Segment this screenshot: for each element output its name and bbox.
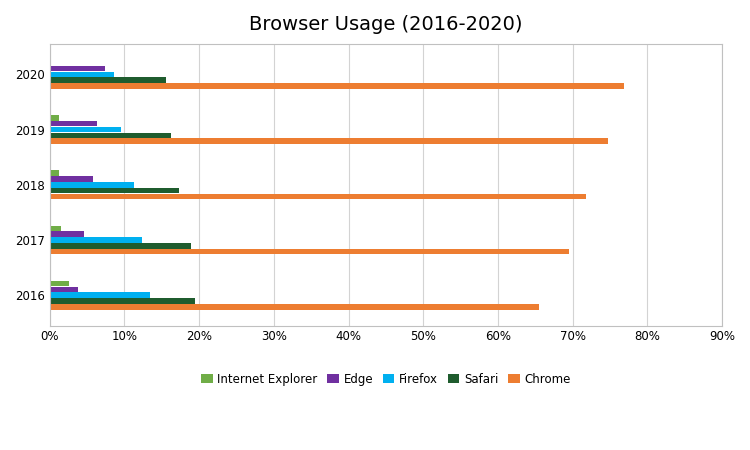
Bar [50, 127, 122, 132]
Bar [50, 304, 539, 310]
Bar [50, 243, 191, 248]
Bar [50, 72, 114, 77]
Bar [50, 194, 586, 199]
Bar [50, 249, 568, 254]
Bar [50, 182, 134, 188]
Bar [50, 138, 608, 144]
Bar [50, 188, 179, 194]
Bar [50, 298, 196, 304]
Bar [50, 237, 142, 243]
Title: Browser Usage (2016-2020): Browser Usage (2016-2020) [249, 15, 523, 34]
Bar [50, 66, 105, 71]
Bar [50, 83, 624, 89]
Bar [50, 281, 69, 286]
Bar [50, 115, 59, 121]
Bar [50, 231, 84, 237]
Bar [50, 77, 166, 83]
Legend: Internet Explorer, Edge, Firefox, Safari, Chrome: Internet Explorer, Edge, Firefox, Safari… [196, 368, 575, 391]
Bar [50, 287, 78, 292]
Bar [50, 225, 61, 231]
Bar [50, 171, 59, 176]
Bar [50, 176, 93, 182]
Bar [50, 121, 97, 126]
Bar [50, 133, 172, 138]
Bar [50, 292, 150, 298]
